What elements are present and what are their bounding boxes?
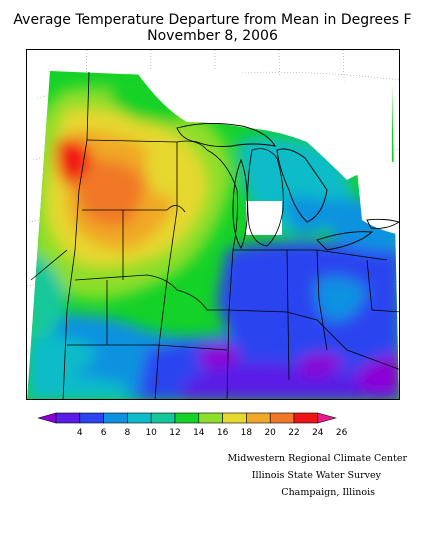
credit-agency: Illinois State Water Survey	[251, 470, 381, 481]
credit-location: Champaign, Illinois	[281, 487, 375, 498]
legend-bar	[38, 412, 337, 424]
legend-swatch	[246, 412, 271, 424]
legend-swatch	[103, 412, 128, 424]
legend-label: 26	[335, 428, 348, 438]
temperature-field	[27, 71, 399, 399]
legend-swatch	[174, 412, 200, 424]
legend-swatch	[127, 412, 152, 424]
color-legend: 4 6 8 10 12 14 16 18 20 22 24 26	[38, 412, 384, 442]
legend-label: 6	[100, 428, 107, 438]
legend-label: 14	[193, 428, 205, 438]
map-title: Average Temperature Departure from Mean …	[13, 12, 412, 28]
legend-swatch	[198, 412, 223, 424]
state-boundaries	[30, 71, 399, 399]
credit-organization: Midwestern Regional Climate Center	[227, 453, 407, 464]
legend-swatch	[55, 412, 81, 424]
temperature-departure-map	[26, 49, 400, 400]
legend-swatch	[150, 412, 176, 424]
map-date: November 8, 2006	[147, 28, 278, 44]
legend-swatch	[79, 412, 104, 424]
legend-swatch	[269, 412, 295, 424]
legend-arrow-high	[317, 412, 337, 424]
michigan-outline	[247, 148, 284, 247]
legend-swatch	[222, 412, 247, 424]
legend-label: 4	[76, 428, 83, 438]
legend-label: 20	[264, 428, 276, 438]
map-graphic	[27, 50, 399, 399]
legend-label: 16	[216, 428, 229, 438]
legend-swatch	[293, 412, 319, 424]
legend-label: 24	[312, 428, 324, 438]
legend-label: 8	[124, 428, 131, 438]
great-lakes	[176, 122, 399, 251]
legend-label: 12	[169, 428, 181, 438]
legend-arrow-low	[38, 412, 57, 424]
legend-label: 18	[240, 428, 253, 438]
legend-label: 10	[145, 428, 157, 438]
legend-label: 22	[288, 428, 300, 438]
no-data-regions	[135, 69, 399, 235]
